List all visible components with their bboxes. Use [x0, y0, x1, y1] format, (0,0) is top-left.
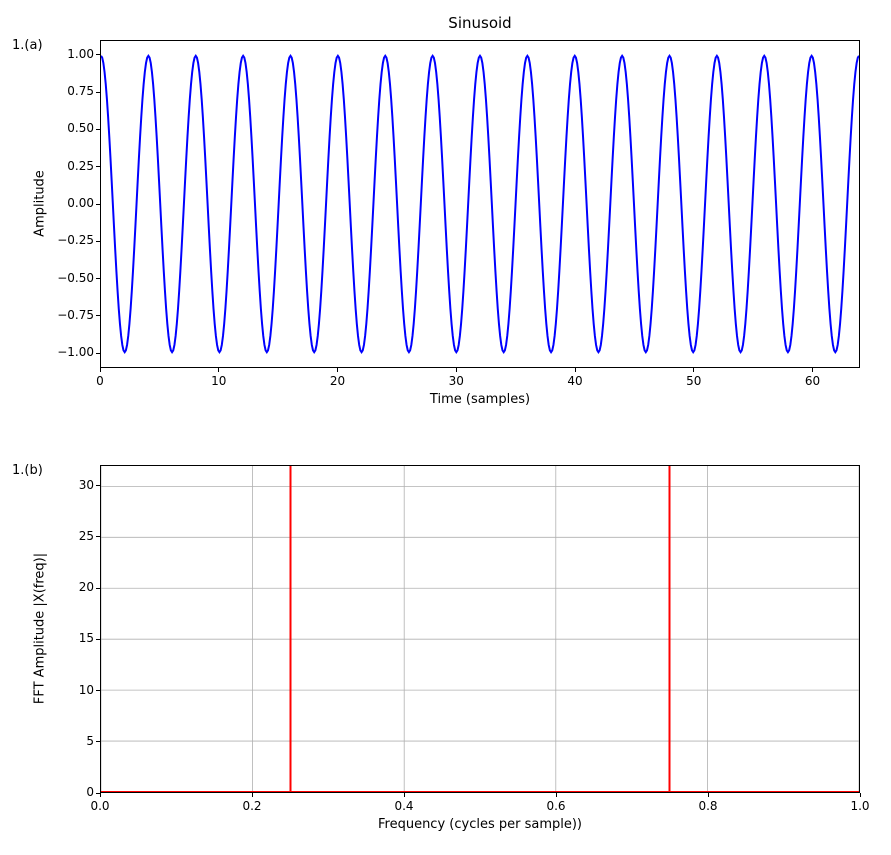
panel-a-svg: [101, 41, 859, 367]
ytick-mark: [96, 278, 100, 279]
ytick-mark: [96, 54, 100, 55]
ytick-label: 20: [60, 580, 94, 594]
panel-a-ylabel: Amplitude: [33, 54, 48, 354]
xtick-label: 20: [323, 374, 353, 388]
ytick-label: 30: [60, 478, 94, 492]
ytick-mark: [96, 536, 100, 537]
panel-b-ylabel: FFT Amplitude |X(freq)|: [33, 479, 48, 779]
xtick-mark: [404, 793, 405, 797]
ytick-label: 1.00: [48, 47, 94, 61]
panel-b-svg: [101, 466, 859, 792]
xtick-label: 0.8: [693, 799, 723, 813]
panel-b-xlabel: Frequency (cycles per sample)): [100, 817, 860, 832]
ytick-mark: [96, 315, 100, 316]
xtick-mark: [812, 368, 813, 372]
ytick-label: −1.00: [48, 345, 94, 359]
xtick-mark: [337, 368, 338, 372]
ytick-label: 5: [60, 734, 94, 748]
xtick-label: 0.2: [237, 799, 267, 813]
xtick-mark: [218, 368, 219, 372]
xtick-mark: [100, 793, 101, 797]
xtick-mark: [556, 793, 557, 797]
panel-a-xlabel: Time (samples): [100, 392, 860, 407]
xtick-label: 30: [441, 374, 471, 388]
ytick-label: 0.25: [48, 159, 94, 173]
ytick-mark: [96, 741, 100, 742]
xtick-label: 1.0: [845, 799, 875, 813]
xtick-label: 0.0: [85, 799, 115, 813]
xtick-label: 0: [85, 374, 115, 388]
ytick-mark: [96, 204, 100, 205]
panel-b: [100, 465, 860, 793]
panel-a: [100, 40, 860, 368]
ytick-label: −0.25: [48, 233, 94, 247]
ytick-mark: [96, 793, 100, 794]
ytick-mark: [96, 129, 100, 130]
xtick-mark: [456, 368, 457, 372]
ytick-label: 15: [60, 631, 94, 645]
xtick-label: 50: [679, 374, 709, 388]
ytick-label: 0.50: [48, 121, 94, 135]
ytick-label: 10: [60, 683, 94, 697]
xtick-mark: [252, 793, 253, 797]
ytick-mark: [96, 92, 100, 93]
xtick-mark: [575, 368, 576, 372]
ytick-label: 0.00: [48, 196, 94, 210]
xtick-mark: [708, 793, 709, 797]
ytick-label: 25: [60, 529, 94, 543]
xtick-label: 60: [798, 374, 828, 388]
ytick-mark: [96, 690, 100, 691]
panel-a-title: Sinusoid: [100, 14, 860, 32]
xtick-label: 40: [560, 374, 590, 388]
xtick-mark: [860, 793, 861, 797]
panel-b-label: 1.(b): [12, 463, 62, 478]
ytick-mark: [96, 485, 100, 486]
ytick-mark: [96, 353, 100, 354]
xtick-label: 0.4: [389, 799, 419, 813]
ytick-label: −0.75: [48, 308, 94, 322]
ytick-label: −0.50: [48, 271, 94, 285]
xtick-mark: [100, 368, 101, 372]
ytick-label: 0.75: [48, 84, 94, 98]
ytick-mark: [96, 639, 100, 640]
xtick-mark: [693, 368, 694, 372]
ytick-mark: [96, 166, 100, 167]
xtick-label: 0.6: [541, 799, 571, 813]
ytick-label: 0: [60, 785, 94, 799]
ytick-mark: [96, 588, 100, 589]
ytick-mark: [96, 241, 100, 242]
xtick-label: 10: [204, 374, 234, 388]
figure: Sinusoid 1.(a) 0102030405060 −1.00−0.75−…: [0, 0, 891, 855]
